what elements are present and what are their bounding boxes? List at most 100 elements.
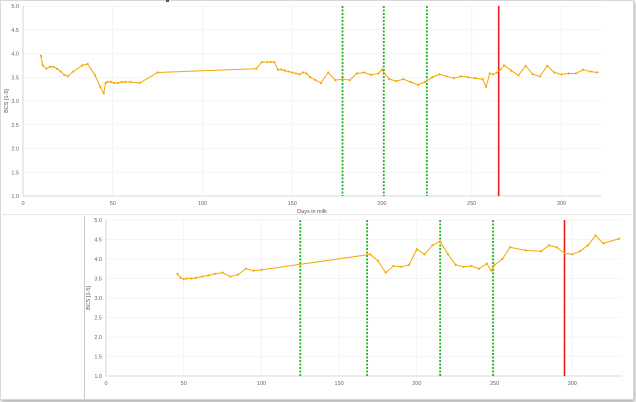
bcs-data-point: [185, 277, 188, 280]
bcs-data-point: [355, 72, 358, 75]
bcs-data-point: [314, 79, 317, 82]
bcs-data-point: [581, 68, 585, 71]
bcs-data-point: [72, 70, 75, 73]
chart-separator: [2, 214, 632, 215]
bcs-data-point: [499, 68, 502, 71]
bcs-data-point: [213, 272, 216, 275]
bcs-data-point: [269, 60, 272, 64]
bcs-data-point: [555, 246, 558, 249]
bcs-data-point: [376, 259, 380, 263]
bcs-data-point: [221, 271, 224, 274]
bcs-data-point: [39, 54, 43, 57]
bcs-data-point: [319, 81, 323, 85]
bcs-data-point: [409, 80, 412, 84]
x-tick-label: 300: [568, 381, 577, 387]
bcs-series-line: [177, 234, 620, 280]
y-tick-label: 4.0: [94, 257, 102, 263]
bcs-data-point: [467, 76, 470, 79]
y-tick-label: 5.0: [11, 4, 19, 10]
bcs-data-point: [508, 246, 512, 249]
bcs-data-point: [260, 268, 263, 272]
bcs-data-point: [334, 79, 337, 82]
bcs-data-point: [586, 244, 589, 247]
bcs-data-point: [305, 72, 308, 75]
bcs-data-point: [452, 77, 455, 80]
bcs-data-point: [255, 67, 258, 70]
x-axis-title: Days in milk: [297, 209, 327, 215]
y-tick-label: 4.5: [11, 28, 19, 34]
bcs-data-point: [502, 64, 506, 67]
bcs-data-point: [129, 80, 132, 84]
bcs-data-point: [56, 67, 59, 70]
y-tick-label: 5.0: [94, 218, 102, 224]
bcs-data-point: [438, 73, 441, 76]
x-tick-label: 0: [21, 201, 24, 207]
bcs-data-point: [182, 278, 185, 281]
bcs-data-point: [470, 264, 473, 268]
bcs-data-point: [176, 272, 179, 275]
y-tick-label: 3.5: [94, 277, 102, 283]
bcs-data-point: [560, 73, 563, 76]
bcs-data-point: [431, 76, 434, 79]
y-tick-label: 2.5: [11, 123, 19, 129]
bcs-data-point: [229, 275, 232, 278]
bcs-data-point: [574, 72, 577, 75]
bcs-data-point: [459, 75, 463, 78]
bcs-data-point: [547, 244, 551, 247]
bcs-data-point: [446, 253, 450, 256]
bcs-data-point: [416, 83, 420, 86]
bcs-data-point: [190, 277, 193, 280]
bcs-data-point: [120, 80, 123, 84]
bcs-data-point: [156, 71, 159, 74]
bcs-data-point: [99, 85, 102, 88]
bcs-data-point: [462, 265, 465, 268]
bcs-data-point: [377, 72, 380, 75]
bcs-data-point: [423, 80, 427, 84]
bcs-data-point: [301, 71, 305, 74]
bcs-data-point: [93, 73, 96, 76]
bcs-data-point: [395, 79, 398, 83]
x-tick-label: 300: [557, 201, 566, 207]
bcs-data-point: [273, 60, 276, 64]
y-tick-label: 2.5: [94, 316, 102, 322]
bcs-data-point: [252, 269, 255, 272]
bcs-data-point: [201, 275, 204, 278]
bcs-data-point: [524, 64, 527, 67]
bcs-data-point: [563, 252, 566, 255]
lower-chart-left-rule: [84, 216, 85, 400]
x-tick-label: 250: [467, 201, 476, 207]
bcs-data-point: [266, 60, 269, 64]
bcs-data-point: [86, 62, 89, 66]
bcs-data-point: [237, 273, 240, 276]
bcs-data-point: [596, 71, 599, 74]
bcs-data-point: [370, 73, 373, 76]
bcs-data-point: [524, 249, 527, 252]
bcs-data-point: [392, 264, 395, 268]
y-axis-title: BCS [1-5]: [86, 286, 92, 310]
bcs-data-point: [298, 73, 301, 76]
bcs-data-point: [362, 71, 366, 74]
bcs-data-point: [388, 78, 391, 81]
x-tick-label: 150: [335, 381, 344, 387]
bcs-data-point: [109, 80, 113, 84]
bcs-data-point: [207, 274, 210, 277]
bcs-data-point: [41, 64, 44, 67]
bcs-data-point: [540, 250, 543, 253]
bcs-data-point: [589, 70, 592, 73]
bcs-data-point: [260, 60, 263, 64]
bcs-data-point: [66, 75, 69, 78]
bcs-data-point: [280, 68, 283, 71]
bcs-data-point: [283, 69, 287, 72]
bcs-data-point: [602, 242, 605, 245]
y-tick-label: 1.5: [94, 355, 102, 361]
bcs-data-point: [488, 72, 491, 75]
y-tick-label: 2.0: [11, 147, 19, 153]
bcs-data-point: [195, 276, 198, 279]
x-tick-label: 50: [110, 201, 116, 207]
bcs-data-point: [594, 234, 597, 237]
y-tick-label: 1.0: [94, 374, 102, 380]
bcs-data-point: [348, 79, 351, 82]
bcs-data-point: [474, 77, 477, 80]
